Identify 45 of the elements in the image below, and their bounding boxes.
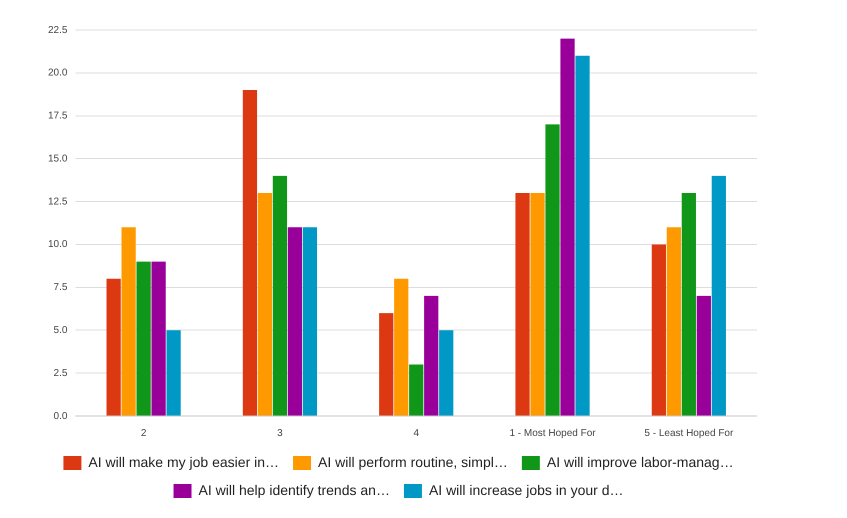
bar xyxy=(530,192,545,416)
bar xyxy=(424,296,438,416)
bar xyxy=(136,262,151,416)
y-tick-label: 15.0 xyxy=(48,153,68,164)
bar xyxy=(151,262,166,416)
y-tick-label: 5.0 xyxy=(54,324,68,336)
bar xyxy=(272,176,288,416)
x-tick-label: 3 xyxy=(277,428,284,439)
y-tick-label: 20.0 xyxy=(48,68,68,79)
y-tick-label: 22.5 xyxy=(48,24,68,36)
x-tick-label: 1 - Most Hoped For xyxy=(509,428,596,439)
y-tick-label: 10.0 xyxy=(48,239,68,250)
y-tick-label: 12.5 xyxy=(48,196,68,208)
bar xyxy=(288,227,302,416)
bar xyxy=(696,296,711,416)
bar xyxy=(652,244,666,416)
bar xyxy=(242,90,258,416)
y-tick-label: 17.5 xyxy=(48,110,68,122)
x-tick-label: 2 xyxy=(140,428,147,439)
legend-label: AI will improve labor-manag… xyxy=(546,454,734,470)
y-tick-label: 7.5 xyxy=(54,282,68,294)
legend-label: AI will make my job easier in… xyxy=(88,454,280,470)
bar xyxy=(379,313,394,416)
legend-label: AI will increase jobs in your d… xyxy=(428,482,624,498)
bar xyxy=(394,278,408,416)
bar xyxy=(666,227,681,416)
bar xyxy=(560,38,575,416)
bar xyxy=(439,330,454,416)
bar xyxy=(575,56,590,416)
legend-label: AI will help identify trends an… xyxy=(198,482,390,498)
bar xyxy=(545,124,560,416)
bar xyxy=(302,227,318,416)
bar xyxy=(122,227,136,416)
bar xyxy=(515,192,530,416)
x-tick-label: 4 xyxy=(413,428,420,439)
bar xyxy=(409,364,424,416)
bar xyxy=(106,278,121,416)
y-tick-label: 0.0 xyxy=(54,410,68,422)
y-tick-label: 2.5 xyxy=(54,368,68,379)
bar xyxy=(258,192,272,416)
bar xyxy=(682,192,696,416)
legend-label: AI will perform routine, simpl… xyxy=(318,454,508,470)
bar xyxy=(166,330,181,416)
bar xyxy=(712,176,726,416)
x-tick-label: 5 - Least Hoped For xyxy=(644,428,734,439)
